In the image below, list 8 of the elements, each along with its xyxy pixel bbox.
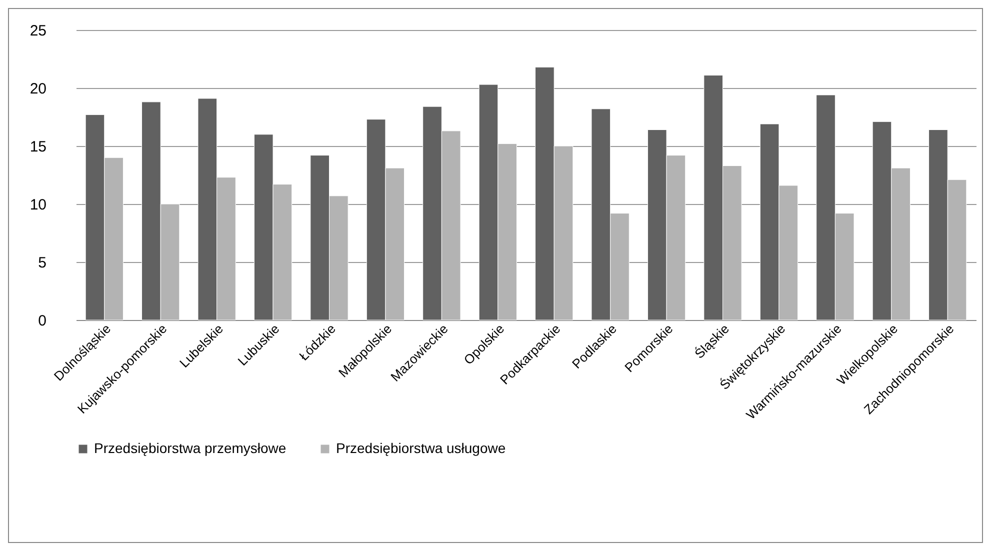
y-tick-label: 0 bbox=[38, 312, 46, 330]
legend-label: Przedsiębiorstwa usługowe bbox=[336, 440, 506, 456]
y-tick-label: 20 bbox=[30, 80, 46, 98]
legend-label: Przedsiębiorstwa przemysłowe bbox=[94, 440, 286, 456]
y-tick-label: 25 bbox=[30, 22, 46, 40]
y-tick-label: 15 bbox=[30, 138, 46, 156]
y-tick-label: 10 bbox=[30, 196, 46, 214]
y-tick-label: 5 bbox=[38, 254, 46, 272]
